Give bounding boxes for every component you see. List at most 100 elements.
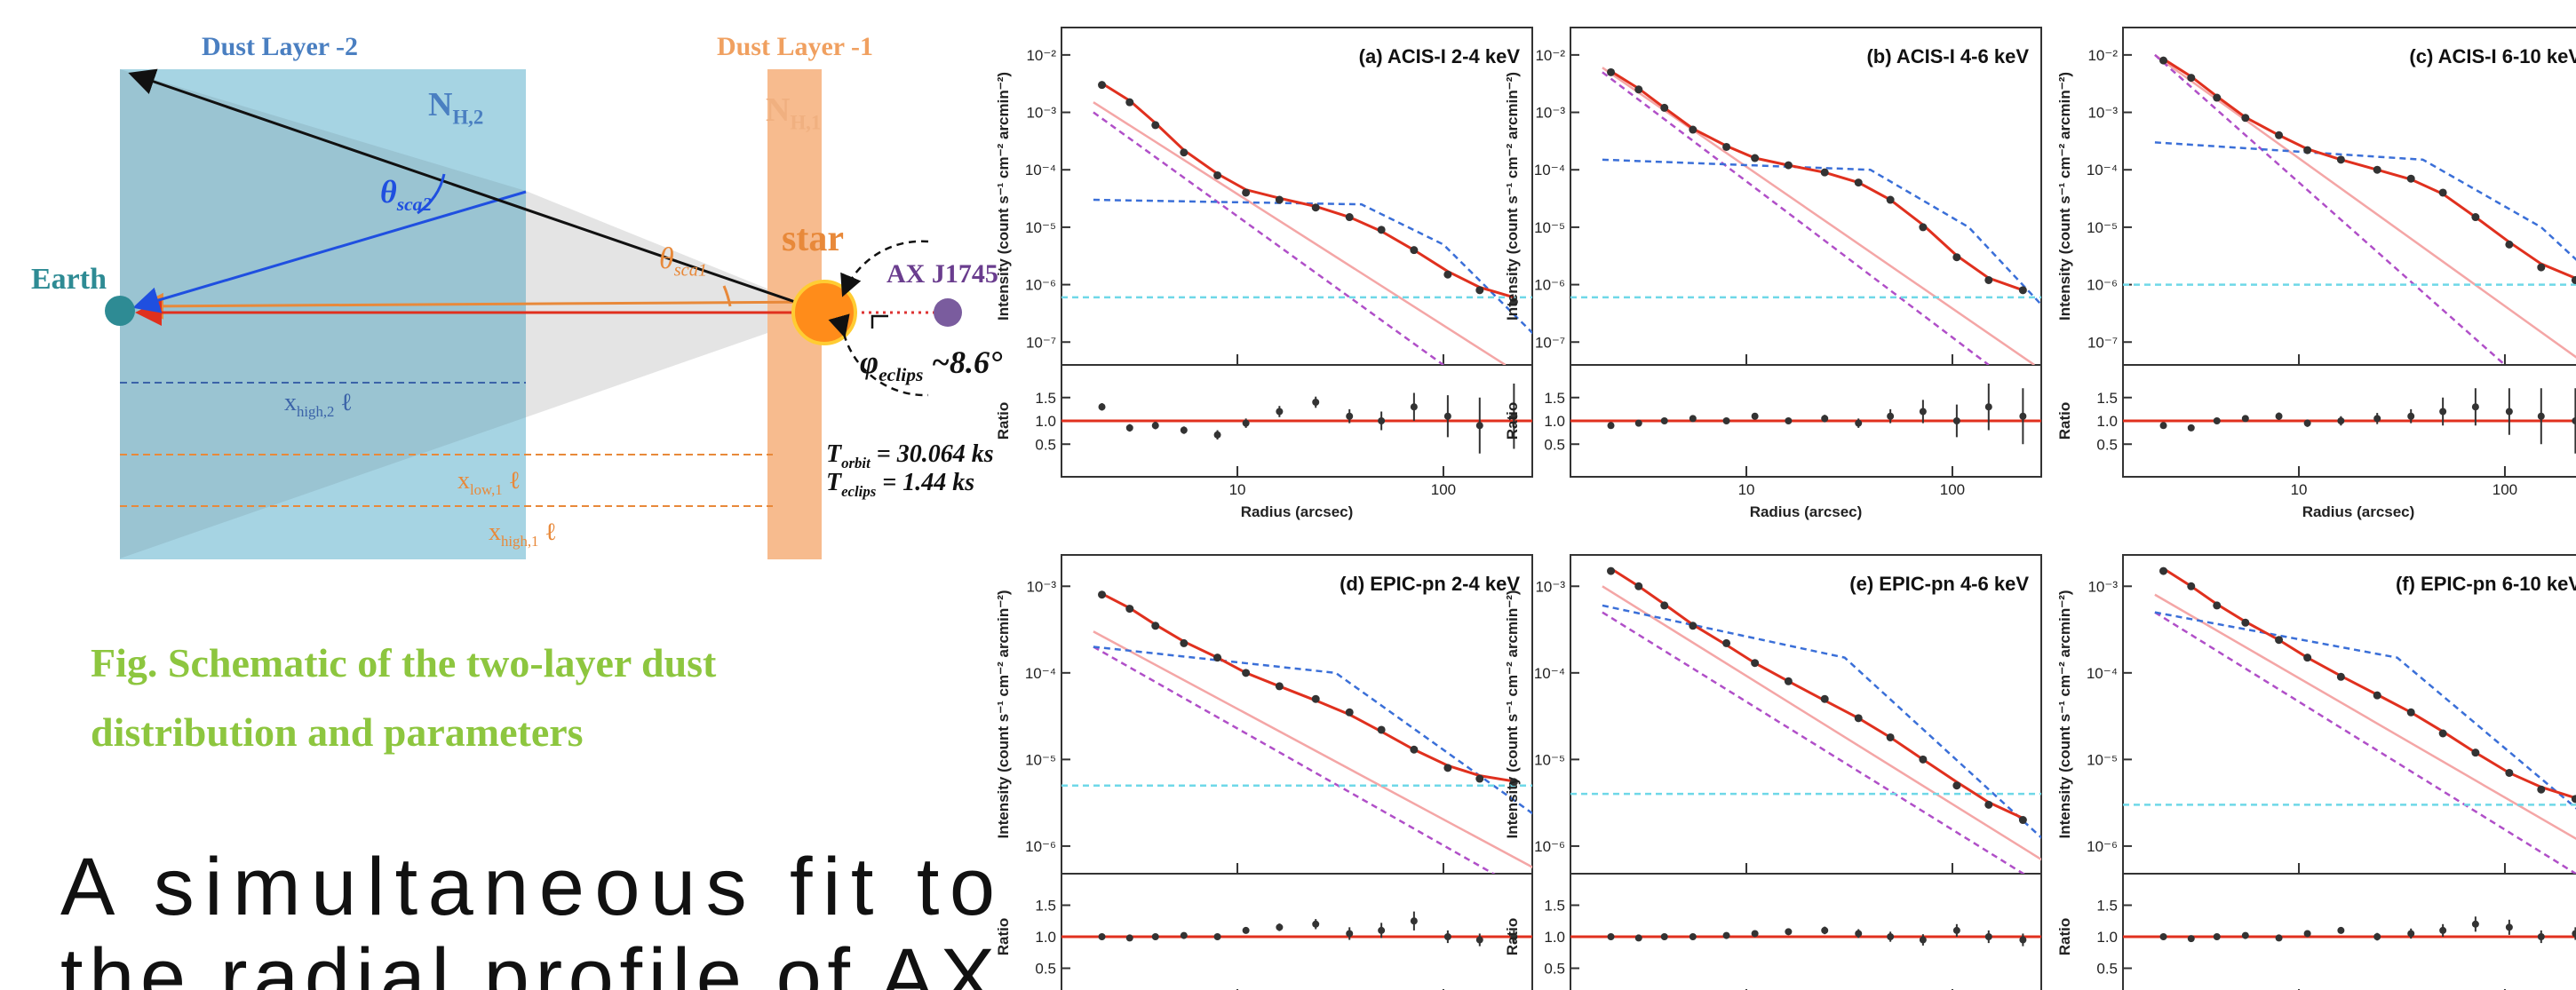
angle-arc — [417, 173, 446, 215]
data-point — [1784, 677, 1793, 685]
data-point — [1689, 622, 1697, 630]
ratio-point — [2373, 415, 2381, 423]
data-point — [2187, 582, 2196, 590]
ratio-point — [1276, 408, 1284, 416]
model-component — [1093, 645, 1496, 874]
y-tick-label: 10⁻⁷ — [1026, 334, 1056, 351]
ratio-point — [2159, 422, 2167, 430]
angle-label: φeclips ~8.6° — [860, 345, 1003, 385]
label-main: x — [489, 519, 501, 546]
data-point — [2159, 566, 2168, 575]
data-point — [1475, 286, 1484, 295]
path-line — [128, 68, 827, 314]
data-point — [1311, 694, 1320, 703]
data-point — [2241, 114, 2250, 123]
curves — [1061, 590, 1532, 874]
curves — [1570, 67, 2041, 365]
ratio-point — [2213, 933, 2221, 940]
source — [934, 298, 962, 327]
data-point — [2571, 795, 2576, 804]
plot-area — [2122, 554, 2576, 875]
ratio-point — [2407, 412, 2415, 420]
y-tick-label: 10⁻⁶ — [1534, 277, 1565, 294]
ratio-point — [2471, 403, 2479, 411]
orbit-arc — [828, 313, 929, 397]
data-point — [1984, 275, 1993, 284]
ratio-point — [1213, 933, 1221, 940]
y-tick-label: 10⁻³ — [2087, 578, 2118, 595]
data-point — [2336, 155, 2345, 164]
model-component — [1602, 158, 2041, 306]
data-point — [2505, 768, 2514, 777]
ratio-point — [1751, 412, 1759, 420]
data-point — [1410, 745, 1419, 754]
plot-area — [1061, 554, 1533, 875]
label-main: T — [826, 440, 843, 468]
y-tick-label: 0.5 — [1544, 436, 1565, 453]
ratio-point — [1242, 419, 1250, 427]
model-total — [1101, 592, 1515, 783]
data-point — [1377, 725, 1386, 734]
label-main: T — [826, 469, 843, 496]
data-point — [2275, 636, 2284, 645]
y-tick-label: 10⁻⁵ — [1534, 751, 1565, 768]
ratio-point — [1919, 408, 1927, 416]
panel: (c) ACIS-I 6-10 keV 10⁻² 10⁻³ 10⁻⁴ 10⁻⁵ 10⁻⁶ 1… — [2056, 27, 2576, 520]
angle-label: θsca1 — [659, 242, 707, 281]
distance-label: xhigh,2 ℓ — [284, 389, 353, 420]
model-component — [1093, 111, 1444, 365]
label-main: φ — [860, 345, 879, 380]
data-point — [1952, 781, 1961, 790]
label-suffix: = 1.44 ks — [876, 469, 974, 496]
ratio-point — [1607, 422, 1615, 430]
y-tick-label: 10⁻² — [2087, 47, 2118, 64]
ratio-point — [1952, 417, 1960, 424]
data-point — [1345, 213, 1354, 222]
source-label: AX J1745 — [886, 259, 998, 289]
y-tick-label: 10⁻³ — [2087, 105, 2118, 122]
ratio-point — [2303, 930, 2311, 938]
data-point — [2018, 816, 2027, 825]
data-point — [1660, 601, 1669, 610]
label-main: θ — [659, 242, 674, 275]
data-point — [1242, 188, 1251, 197]
path-line — [137, 292, 827, 320]
y-tick-label: 10⁻⁶ — [1025, 838, 1056, 855]
data-point — [1751, 659, 1760, 668]
data-point — [1634, 85, 1643, 94]
label-suffix: ℓ — [538, 519, 556, 546]
ratio-point — [1855, 930, 1863, 938]
ratio-points — [1098, 384, 1518, 454]
ratio-point — [1410, 403, 1418, 411]
ratio-points — [2159, 916, 2576, 944]
star — [791, 280, 857, 345]
model-component — [1602, 67, 2035, 365]
ratio-point — [2019, 412, 2027, 420]
x-tick-label: 100 — [2493, 481, 2517, 498]
label-suffix: ℓ — [503, 467, 521, 495]
label-sub: H,2 — [452, 107, 483, 129]
y-tick-label: 10⁻⁵ — [1025, 751, 1056, 768]
data-point — [1607, 566, 1616, 575]
model-total — [2162, 567, 2576, 800]
x-tick-label: 100 — [1940, 481, 1965, 498]
y-tick-label: 10⁻³ — [1535, 105, 1565, 122]
data-point — [1180, 638, 1189, 647]
body-line: A simultaneous fit to — [60, 842, 995, 932]
ratio-point — [2159, 933, 2167, 940]
ratio-point — [2572, 417, 2576, 424]
data-point — [2471, 748, 2480, 757]
earth-label: Earth — [31, 263, 107, 296]
layer-label: Dust Layer -2 — [202, 32, 358, 61]
y-axis-label: Intensity (count s⁻¹ cm⁻² arcmin⁻²) — [2056, 72, 2073, 321]
data-point — [1275, 195, 1284, 204]
ratio-point — [2373, 933, 2381, 940]
ratio-point — [1821, 415, 1829, 423]
y-tick-label: 1.5 — [1035, 898, 1056, 915]
curves — [2123, 53, 2576, 365]
x-tick-label: 10 — [1738, 481, 1755, 498]
curves — [1570, 566, 2041, 874]
ratio-point — [1312, 399, 1320, 406]
panel-title: (e) EPIC-pn 4-6 keV — [1849, 573, 2029, 595]
label-sub: H,1 — [790, 112, 821, 134]
